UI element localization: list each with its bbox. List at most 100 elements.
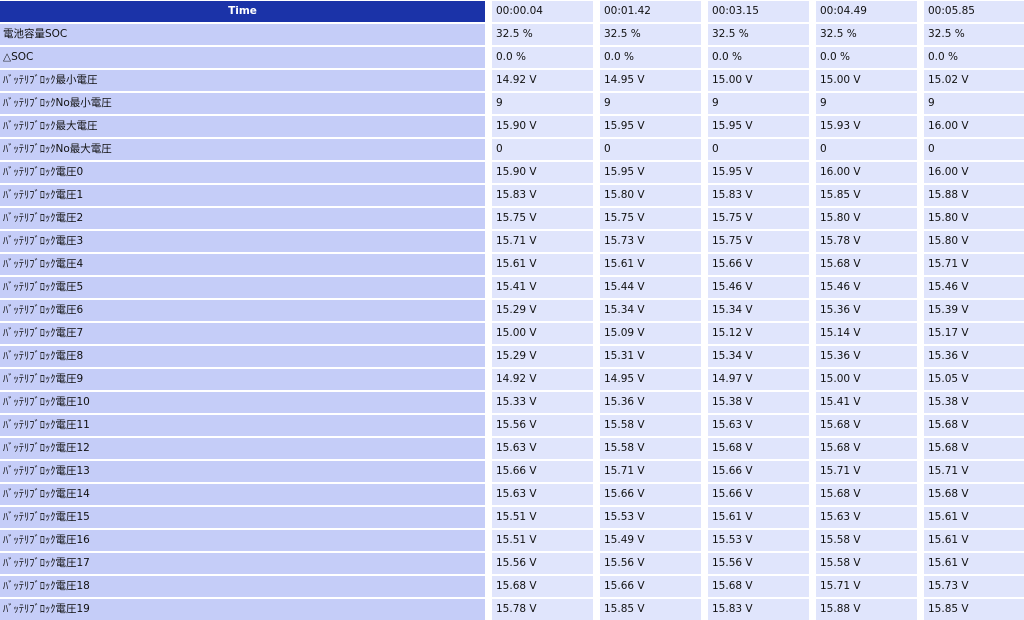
table-cell: 15.68 V	[708, 576, 809, 597]
table-cell: 15.68 V	[924, 438, 1024, 459]
table-cell: 14.92 V	[492, 369, 593, 390]
table-cell: 32.5 %	[816, 24, 917, 45]
table-cell: 15.63 V	[492, 438, 593, 459]
row-label: △SOC	[0, 47, 485, 68]
table-cell: 0	[600, 139, 701, 160]
table-cell: 15.95 V	[600, 116, 701, 137]
table-cell: 15.63 V	[492, 484, 593, 505]
table-cell: 14.92 V	[492, 70, 593, 91]
table-cell: 15.78 V	[492, 599, 593, 620]
table-cell: 32.5 %	[492, 24, 593, 45]
table-cell: 16.00 V	[816, 162, 917, 183]
time-value: 00:04.49	[816, 1, 917, 22]
table-cell: 15.46 V	[924, 277, 1024, 298]
table-cell: 0.0 %	[600, 47, 701, 68]
table-cell: 15.61 V	[492, 254, 593, 275]
table-cell: 15.46 V	[708, 277, 809, 298]
table-cell: 15.71 V	[924, 461, 1024, 482]
table-cell: 14.97 V	[708, 369, 809, 390]
table-cell: 32.5 %	[924, 24, 1024, 45]
table-cell: 15.71 V	[492, 231, 593, 252]
table-cell: 15.00 V	[708, 70, 809, 91]
table-cell: 15.39 V	[924, 300, 1024, 321]
table-cell: 16.00 V	[924, 116, 1024, 137]
table-cell: 15.58 V	[600, 438, 701, 459]
row-label: ﾊﾞｯﾃﾘﾌﾞﾛｯｸ電圧10	[0, 392, 485, 413]
table-cell: 15.68 V	[708, 438, 809, 459]
time-value: 00:00.04	[492, 1, 593, 22]
table-cell: 15.00 V	[492, 323, 593, 344]
table-cell: 15.36 V	[816, 346, 917, 367]
table-cell: 15.68 V	[924, 484, 1024, 505]
table-cell: 15.71 V	[816, 461, 917, 482]
table-cell: 15.68 V	[816, 415, 917, 436]
table-cell: 15.61 V	[708, 507, 809, 528]
table-cell: 15.80 V	[924, 231, 1024, 252]
table-cell: 15.56 V	[492, 415, 593, 436]
table-cell: 15.66 V	[600, 576, 701, 597]
table-cell: 15.29 V	[492, 346, 593, 367]
table-cell: 15.00 V	[816, 70, 917, 91]
table-cell: 0	[924, 139, 1024, 160]
table-cell: 15.88 V	[924, 185, 1024, 206]
table-cell: 15.38 V	[924, 392, 1024, 413]
table-cell: 15.66 V	[708, 484, 809, 505]
table-cell: 15.51 V	[492, 530, 593, 551]
table-cell: 15.88 V	[816, 599, 917, 620]
table-cell: 15.68 V	[816, 254, 917, 275]
table-cell: 15.75 V	[708, 208, 809, 229]
table-cell: 15.85 V	[600, 599, 701, 620]
row-label: ﾊﾞｯﾃﾘﾌﾞﾛｯｸ電圧4	[0, 254, 485, 275]
table-cell: 15.46 V	[816, 277, 917, 298]
row-label: ﾊﾞｯﾃﾘﾌﾞﾛｯｸ電圧2	[0, 208, 485, 229]
table-cell: 14.95 V	[600, 369, 701, 390]
row-label: ﾊﾞｯﾃﾘﾌﾞﾛｯｸ最大電圧	[0, 116, 485, 137]
table-cell: 15.66 V	[708, 461, 809, 482]
table-cell: 15.05 V	[924, 369, 1024, 390]
table-cell: 15.71 V	[600, 461, 701, 482]
table-cell: 15.95 V	[708, 162, 809, 183]
table-cell: 32.5 %	[708, 24, 809, 45]
table-cell: 15.12 V	[708, 323, 809, 344]
row-label: ﾊﾞｯﾃﾘﾌﾞﾛｯｸ電圧18	[0, 576, 485, 597]
table-cell: 15.85 V	[924, 599, 1024, 620]
table-cell: 15.95 V	[708, 116, 809, 137]
table-cell: 0.0 %	[708, 47, 809, 68]
row-label: ﾊﾞｯﾃﾘﾌﾞﾛｯｸ電圧16	[0, 530, 485, 551]
row-label: ﾊﾞｯﾃﾘﾌﾞﾛｯｸ電圧8	[0, 346, 485, 367]
row-label: ﾊﾞｯﾃﾘﾌﾞﾛｯｸ電圧12	[0, 438, 485, 459]
row-label: ﾊﾞｯﾃﾘﾌﾞﾛｯｸ電圧9	[0, 369, 485, 390]
table-cell: 15.68 V	[924, 415, 1024, 436]
table-cell: 15.68 V	[492, 576, 593, 597]
table-cell: 15.80 V	[600, 185, 701, 206]
table-cell: 15.58 V	[816, 530, 917, 551]
table-cell: 15.71 V	[816, 576, 917, 597]
table-cell: 15.34 V	[600, 300, 701, 321]
table-cell: 0	[708, 139, 809, 160]
time-value: 00:01.42	[600, 1, 701, 22]
row-label: 電池容量SOC	[0, 24, 485, 45]
table-cell: 0.0 %	[492, 47, 593, 68]
table-cell: 9	[924, 93, 1024, 114]
table-cell: 15.41 V	[816, 392, 917, 413]
table-cell: 15.61 V	[924, 507, 1024, 528]
table-cell: 15.85 V	[816, 185, 917, 206]
table-cell: 15.71 V	[924, 254, 1024, 275]
table-cell: 15.68 V	[816, 438, 917, 459]
table-cell: 9	[600, 93, 701, 114]
table-cell: 15.83 V	[492, 185, 593, 206]
table-cell: 15.34 V	[708, 300, 809, 321]
table-cell: 15.75 V	[600, 208, 701, 229]
table-cell: 15.36 V	[816, 300, 917, 321]
row-label: ﾊﾞｯﾃﾘﾌﾞﾛｯｸ電圧11	[0, 415, 485, 436]
table-cell: 15.61 V	[924, 530, 1024, 551]
table-cell: 15.90 V	[492, 162, 593, 183]
table-cell: 15.41 V	[492, 277, 593, 298]
row-label: ﾊﾞｯﾃﾘﾌﾞﾛｯｸ電圧0	[0, 162, 485, 183]
table-cell: 15.36 V	[600, 392, 701, 413]
row-label: ﾊﾞｯﾃﾘﾌﾞﾛｯｸ電圧6	[0, 300, 485, 321]
row-label: ﾊﾞｯﾃﾘﾌﾞﾛｯｸNo最小電圧	[0, 93, 485, 114]
table-cell: 15.63 V	[708, 415, 809, 436]
table-cell: 9	[492, 93, 593, 114]
row-label: ﾊﾞｯﾃﾘﾌﾞﾛｯｸ最小電圧	[0, 70, 485, 91]
